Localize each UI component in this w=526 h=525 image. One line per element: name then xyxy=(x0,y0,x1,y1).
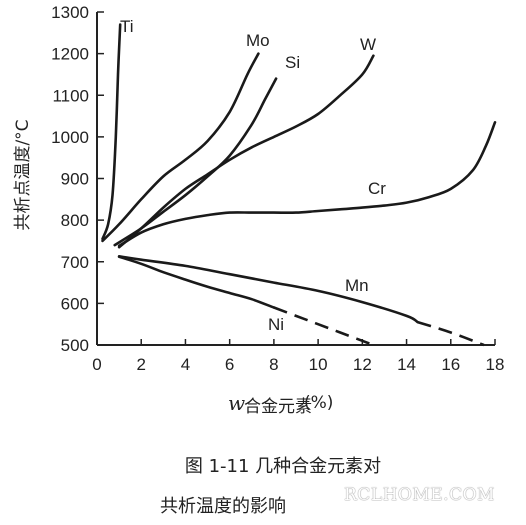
y-tick-label: 1000 xyxy=(51,128,89,147)
series-label-ni: Ni xyxy=(268,315,284,334)
series-label-mn: Mn xyxy=(345,276,369,295)
x-tick-label: 6 xyxy=(225,355,234,374)
series-line-mo xyxy=(101,52,260,243)
y-tick-label: 1200 xyxy=(51,45,89,64)
figure-caption-line-2: 共析温度的影响 xyxy=(160,496,286,517)
y-axis-title: 共析点温度/°C xyxy=(13,119,33,230)
y-tick-label: 600 xyxy=(61,294,89,313)
series-label-ti: Ti xyxy=(120,17,134,36)
x-tick-label: 18 xyxy=(486,355,505,374)
x-axis-title-subscript: 合金元素 xyxy=(244,397,312,417)
y-tick-label: 1100 xyxy=(52,86,89,105)
x-tick-label: 8 xyxy=(269,355,278,374)
series-label-mo: Mo xyxy=(246,31,270,50)
x-tick-label: 4 xyxy=(181,355,190,374)
series-line-ti xyxy=(101,23,122,241)
series-line-w xyxy=(117,54,375,249)
x-tick-label: 12 xyxy=(353,355,372,374)
series-label-w: W xyxy=(360,35,376,54)
series-label-cr: Cr xyxy=(368,179,386,198)
series-line-cr xyxy=(117,121,497,248)
series-line-si xyxy=(113,77,278,247)
ticks: 500 600 700 800 900 1000 1100 1200 1300 0 2 4 6 8 10 12… xyxy=(51,3,504,374)
x-tick-label: 0 xyxy=(92,355,101,374)
y-tick-label: 800 xyxy=(61,211,89,230)
chart: 500 600 700 800 900 1000 1100 1200 1300 0 2 4 6 8 10 12… xyxy=(13,3,504,417)
watermark: RCLHOME.COM xyxy=(344,485,495,505)
y-tick-label: 1300 xyxy=(51,3,89,22)
series-line-mn xyxy=(117,255,419,324)
x-tick-label: 2 xyxy=(136,355,145,374)
series-line-mn-extrapolated xyxy=(417,320,485,347)
x-axis-title-symbol: w xyxy=(228,391,245,415)
x-axis-title-unit: (%) xyxy=(304,393,333,413)
y-tick-label: 500 xyxy=(61,336,89,355)
series-label-si: Si xyxy=(285,53,300,72)
y-tick-label: 700 xyxy=(61,253,89,272)
series-line-ni-extrapolated xyxy=(273,306,374,347)
x-axis-title: w 合金元素 (%) xyxy=(228,391,333,417)
y-tick-label: 900 xyxy=(61,170,89,189)
x-tick-label: 14 xyxy=(397,355,416,374)
x-tick-label: 10 xyxy=(309,355,328,374)
x-tick-label: 16 xyxy=(441,355,460,374)
series-line-ni xyxy=(117,255,276,309)
figure-caption-line-1: 图 1-11 几种合金元素对 xyxy=(184,456,382,477)
series-lines xyxy=(101,23,497,347)
series-labels: Ti Mo Si W Cr Mn Ni xyxy=(120,17,386,334)
